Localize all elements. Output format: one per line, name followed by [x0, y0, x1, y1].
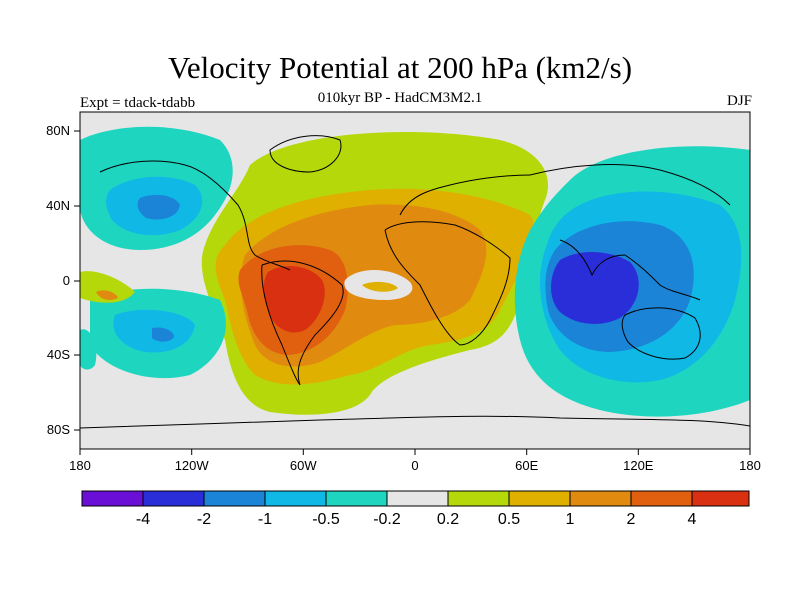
negative-region-north-pacific-1 — [137, 194, 180, 220]
velocity-potential-map — [80, 112, 750, 449]
positive-spot-dateline-1 — [96, 290, 118, 300]
africa-coast — [384, 221, 511, 346]
colorbar-box-3 — [264, 490, 327, 507]
lat-tick-80n: 80N — [46, 123, 70, 138]
season-label: DJF — [726, 93, 752, 109]
lon-tick-60e: 60E — [515, 458, 538, 473]
negative-region-south-west — [80, 329, 97, 370]
colorbar-box-2 — [203, 490, 266, 507]
colorbar-label-4: -0.2 — [373, 511, 401, 528]
colorbar-label-0: -4 — [136, 511, 150, 528]
experiment-label: Expt = tdack-tdabb — [80, 95, 196, 111]
north-america-coast — [99, 160, 291, 271]
negative-region-south-pacific-1 — [152, 327, 174, 342]
lon-tick-180e: 180 — [739, 458, 761, 473]
positive-region-4 — [263, 266, 325, 333]
atlantic-ring — [362, 281, 398, 292]
colorbar-box-10 — [691, 490, 750, 507]
colorbar-box-7 — [508, 490, 571, 507]
colorbar-box-8 — [569, 490, 632, 507]
colorbar-label-2: -1 — [258, 511, 272, 528]
colorbar-label-6: 0.5 — [498, 511, 520, 528]
colorbar-box-9 — [630, 490, 693, 507]
colorbar-box-6 — [447, 490, 510, 507]
greenland-coast — [269, 135, 342, 173]
colorbar-box-1 — [142, 490, 205, 507]
colorbar-label-7: 1 — [566, 511, 575, 528]
colorbar-box-5 — [386, 490, 449, 507]
asia-coast — [529, 164, 731, 206]
colorbar-label-5: 0.2 — [437, 511, 459, 528]
lat-tick-0: 0 — [63, 273, 70, 288]
colorbar: -4 -2 -1 -0.5 -0.2 0.2 0.5 1 2 4 — [81, 490, 750, 528]
negative-region-2-east — [551, 251, 639, 324]
lon-tick-120w: 120W — [175, 458, 210, 473]
antarctica-coast — [80, 415, 750, 429]
europe-coast — [399, 174, 531, 216]
map-subtitle: 010kyr BP - HadCM3M2.1 — [317, 90, 483, 106]
southeast-asia-coast — [624, 254, 701, 301]
lon-tick-0: 0 — [411, 458, 418, 473]
south-america-west — [261, 264, 301, 386]
coastlines — [80, 135, 750, 429]
colorbar-label-1: -2 — [197, 511, 211, 528]
colorbar-label-9: 4 — [688, 511, 697, 528]
map-title: Velocity Potential at 200 hPa (km2/s) — [167, 50, 633, 85]
lon-tick-120e: 120E — [623, 458, 654, 473]
south-america-coast — [261, 260, 344, 386]
india-coast — [559, 239, 626, 277]
lat-tick-40n: 40N — [46, 198, 70, 213]
lat-tick-40s: 40S — [47, 347, 70, 362]
colorbar-box-4 — [325, 490, 388, 507]
longitude-axis — [79, 449, 751, 455]
colorbar-label-8: 2 — [627, 511, 636, 528]
lat-tick-80s: 80S — [47, 422, 70, 437]
colorbar-label-3: -0.5 — [312, 511, 340, 528]
australia-coast — [621, 307, 701, 360]
colorbar-box-0 — [81, 490, 144, 507]
lon-tick-60w: 60W — [290, 458, 317, 473]
lon-tick-180w: 180 — [69, 458, 91, 473]
positive-spot-dateline — [80, 271, 135, 303]
latitude-axis — [74, 130, 80, 431]
